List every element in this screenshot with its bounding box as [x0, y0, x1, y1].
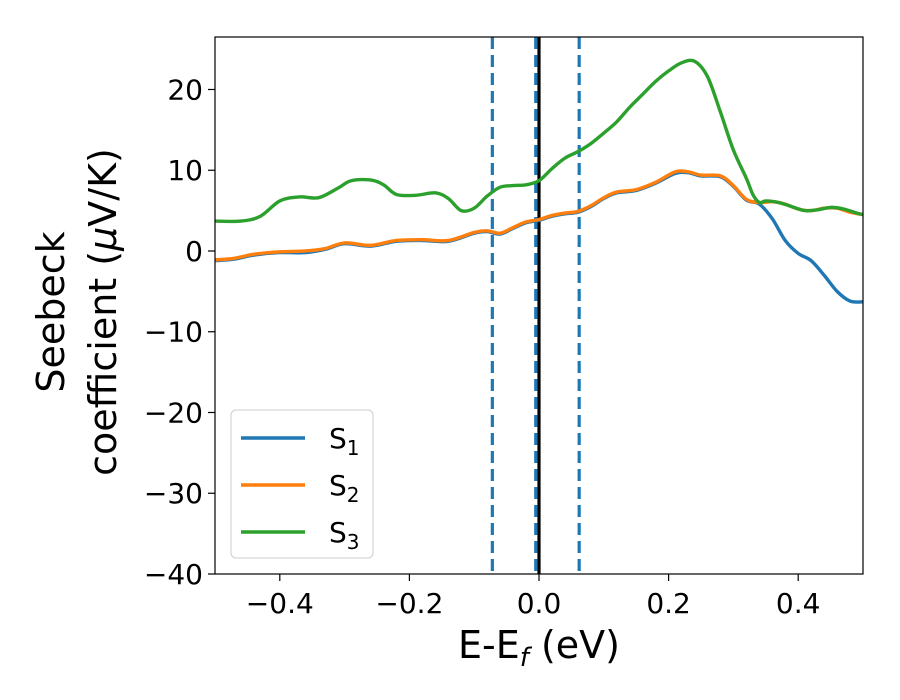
legend-label-s2: S2: [329, 469, 360, 507]
x-axis-ticks: −0.4 −0.2 0.0 0.2 0.4: [246, 574, 821, 620]
legend: S1 S2 S3: [230, 409, 374, 559]
y-axis-label-line1: Seebeck: [29, 231, 73, 392]
legend-label-s3: S3: [329, 516, 360, 554]
series-lines: [215, 58, 863, 304]
y-tick-label: 0: [185, 235, 203, 268]
x-tick-label: 0.0: [517, 587, 562, 620]
y-axis-label-line2: coefficient (μV/K): [81, 148, 125, 476]
y-axis-label: Seebeck coefficient (μV/K): [29, 148, 125, 476]
y-tick-label: 20: [167, 73, 203, 106]
y-axis-ticks: −40 −30 −20 −10 0 10 20: [144, 73, 215, 591]
y-tick-label: −40: [144, 558, 203, 591]
x-tick-label: −0.4: [246, 587, 314, 620]
x-tick-label: 0.2: [646, 587, 691, 620]
legend-label-s1: S1: [329, 422, 360, 460]
y-tick-label: 10: [167, 154, 203, 187]
x-tick-label: −0.2: [375, 587, 443, 620]
y-tick-label: −30: [144, 477, 203, 510]
y-tick-label: −10: [144, 316, 203, 349]
x-axis-label: E-Ef (eV): [458, 623, 620, 673]
reference-lines: [490, 37, 581, 574]
y-tick-label: −20: [144, 396, 203, 429]
x-tick-label: 0.4: [776, 587, 821, 620]
series-line-s3: [215, 58, 863, 224]
